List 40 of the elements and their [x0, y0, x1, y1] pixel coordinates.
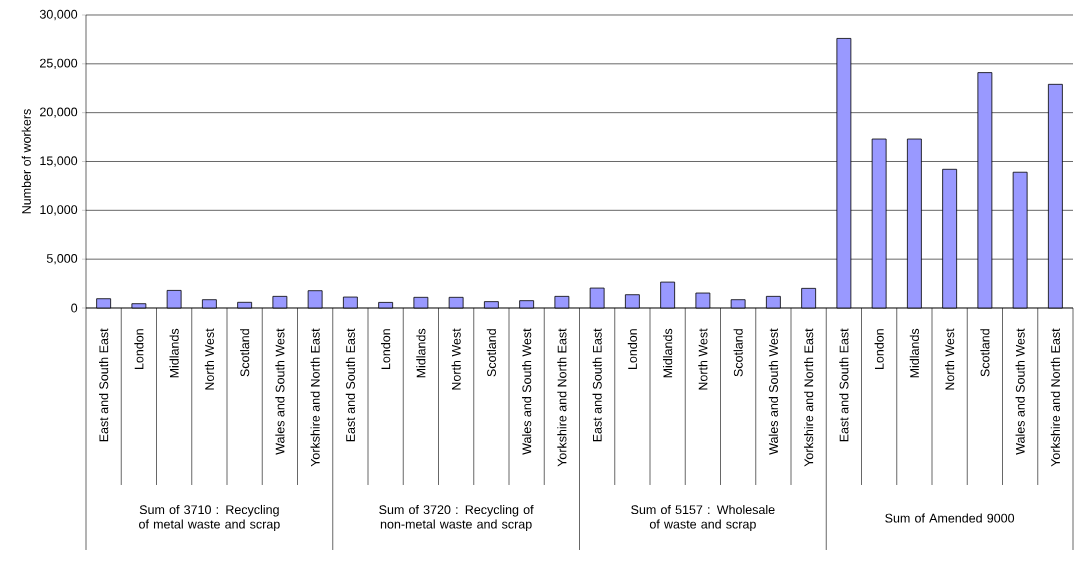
text: Sum of 3720 : Recycling of non-metal waste and scrap — [379, 504, 534, 532]
x-tick-label: North West — [204, 328, 214, 390]
text: Sum of 5157 : Wholesale of waste and scrap — [631, 504, 775, 532]
x-tick-label: Scotland — [486, 329, 496, 377]
x-tick-label: East and South East — [345, 328, 355, 442]
x-tick-label: East and South East — [99, 328, 109, 442]
text: Sum of Amended 9000 — [885, 513, 1015, 523]
x-tick-label: Yorkshire and North East — [310, 328, 320, 467]
x-tick-label: Midlands — [909, 328, 919, 378]
x-tick-label: Scotland — [980, 329, 990, 377]
text: Sum of 3710 : Recycling of metal waste and scrap — [139, 504, 280, 532]
x-tick-label: London — [134, 329, 144, 370]
x-tick-label: Yorkshire and North East — [804, 328, 814, 467]
x-tick-label: North West — [698, 328, 708, 390]
x-tick-label: Yorkshire and North East — [557, 328, 567, 467]
x-tick-label: Wales and South West — [1015, 328, 1025, 455]
y-axis-title: Number of workers — [21, 109, 31, 214]
x-tick-label: East and South East — [592, 328, 602, 442]
x-tick-label: Wales and South West — [522, 328, 532, 455]
y-tick-label: 20,000 — [40, 107, 78, 118]
y-tick-label: 0 — [71, 303, 78, 313]
x-tick-label: Scotland — [240, 329, 250, 377]
x-tick-label: Scotland — [733, 329, 743, 377]
x-tick-label: North West — [945, 328, 955, 390]
x-tick-label: London — [381, 329, 391, 370]
y-tick-label: 25,000 — [40, 58, 78, 69]
x-tick-label: London — [627, 329, 637, 370]
y-tick-label: 30,000 — [39, 9, 78, 21]
x-tick-label: North West — [451, 328, 461, 390]
x-tick-label: London — [874, 329, 884, 370]
x-tick-label: Midlands — [416, 328, 426, 378]
y-tick-label: 10,000 — [40, 205, 78, 216]
x-tick-label: East and South East — [839, 328, 849, 442]
x-tick-label: Midlands — [663, 328, 673, 378]
y-tick-label: 5,000 — [46, 254, 78, 265]
x-tick-label: Wales and South West — [275, 328, 285, 455]
x-tick-label: Midlands — [169, 328, 179, 378]
x-tick-label: Yorkshire and North East — [1050, 328, 1060, 467]
x-tick-label: Wales and South West — [768, 328, 778, 455]
y-tick-label: 15,000 — [40, 156, 78, 167]
